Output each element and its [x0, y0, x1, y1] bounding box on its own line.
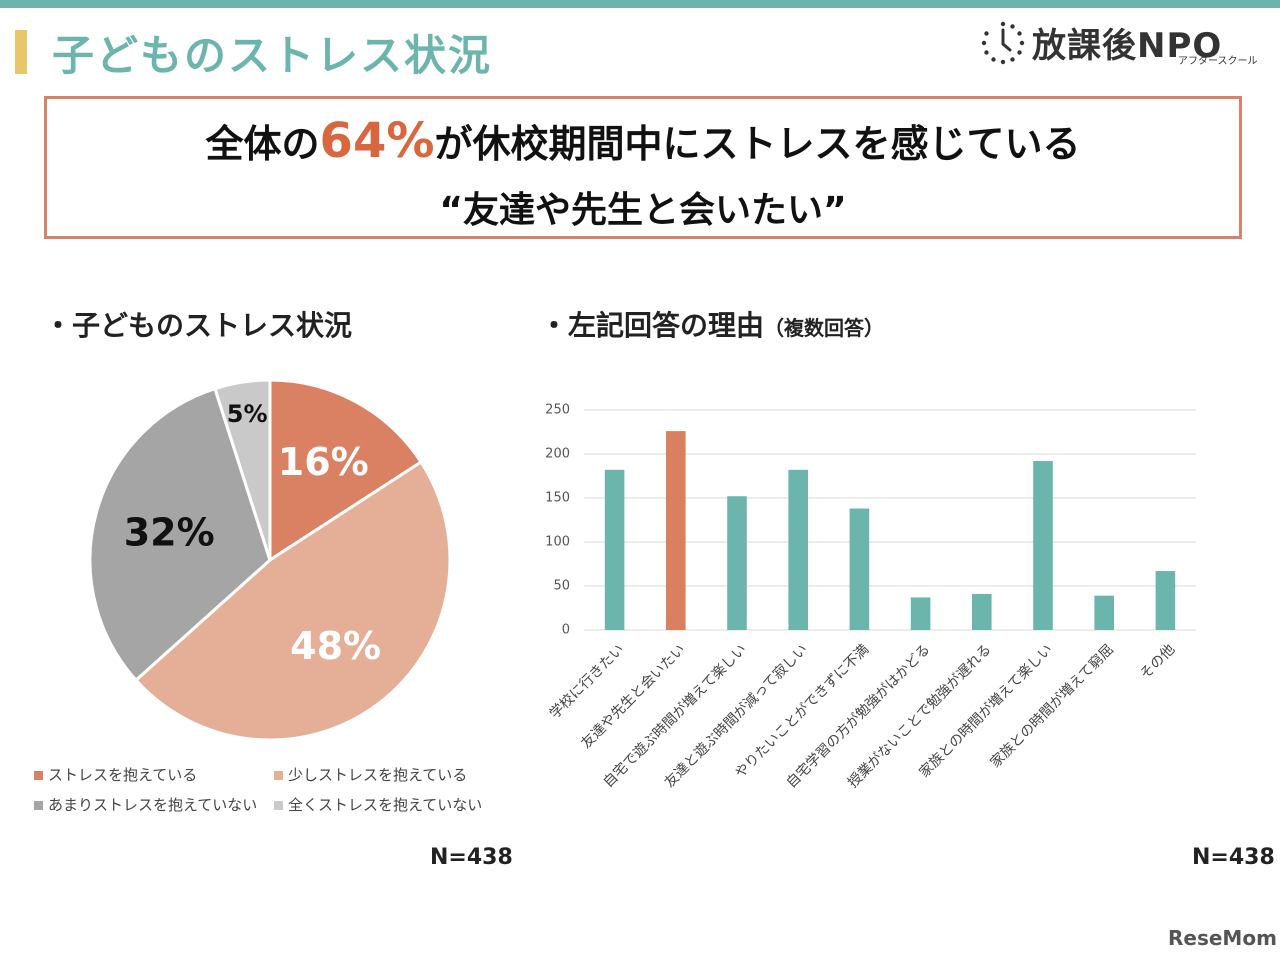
pie-slice-label: 5% [227, 400, 268, 428]
bar [1155, 571, 1176, 630]
pie-slice [88, 386, 272, 683]
title-accent-mark [15, 30, 27, 74]
y-tick-label: 100 [545, 535, 570, 550]
reasons-bar-chart: 050100150200250学校に行きたい友達や先生と会いたい自宅で遊ぶ時間が… [545, 403, 1196, 791]
legend-label: 少しストレスを抱えている [288, 766, 468, 784]
bar [604, 469, 625, 630]
resemom-watermark: ReseMom [1168, 926, 1277, 950]
bar-section-title: ・左記回答の理由（複数回答） [540, 304, 884, 344]
pie-slice [213, 378, 272, 561]
pie-sample-size: N=438 [430, 845, 513, 870]
pie-slice-label: 48% [290, 624, 381, 668]
logo-text: 放課後NPO [1032, 26, 1223, 66]
legend-item: 少しストレスを抱えている [274, 764, 467, 785]
legend-swatch [34, 771, 43, 780]
bar [849, 508, 870, 630]
page-title: 子どものストレス状況 [52, 31, 493, 80]
x-tick-label: 友達や先生と会いたい [578, 642, 688, 752]
legend-item: 全くストレスを抱えていない [274, 794, 482, 815]
legend-label: ストレスを抱えている [48, 766, 198, 784]
y-tick-label: 50 [553, 579, 570, 594]
bar [972, 593, 992, 630]
stress-pie-chart: 16% 48% 32% 5% [88, 378, 452, 742]
y-tick-label: 200 [545, 447, 570, 462]
legend-label: 全くストレスを抱えていない [288, 796, 483, 814]
pie-section-title: ・子どものストレス状況 [44, 309, 353, 342]
bar [666, 431, 686, 630]
y-tick-label: 0 [562, 623, 570, 638]
top-accent-bar [0, 0, 1280, 8]
pie-slice [133, 459, 452, 742]
bar-sample-size: N=438 [1192, 845, 1275, 870]
bar-section-title-main: ・左記回答の理由 [540, 309, 765, 342]
bar [910, 597, 931, 630]
key-finding-box: 全体の64%が休校期間中にストレスを感じている “友達や先生と会いたい” [44, 96, 1242, 239]
bar [1033, 461, 1053, 630]
legend-swatch [274, 771, 283, 780]
key-finding-prefix: 全体の [205, 122, 320, 166]
key-finding-line1: 全体の64%が休校期間中にストレスを感じている [47, 113, 1239, 169]
legend-swatch [34, 801, 43, 810]
pie-slice [268, 378, 424, 563]
legend-swatch [274, 801, 283, 810]
npo-logo: 放課後NPO アフタースクール [978, 16, 1268, 72]
bar-section-subtitle: （複数回答） [764, 316, 885, 340]
bar [1094, 595, 1114, 630]
legend-item: あまりストレスを抱えていない [34, 794, 257, 815]
pie-slice-label: 16% [278, 440, 369, 484]
x-tick-label: その他 [1137, 642, 1178, 683]
key-finding-suffix: が休校期間中にストレスを感じている [434, 122, 1081, 166]
x-tick-label: 家族との時間が増えて楽しい [916, 641, 1056, 781]
x-tick-label: 家族との時間が増えて窮屈 [987, 641, 1117, 771]
logo-subtext: アフタースクール [1178, 56, 1258, 67]
pie-slice-label: 32% [124, 511, 215, 555]
key-finding-quote: “友達や先生と会いたい” [439, 190, 847, 231]
key-finding-percentage: 64% [319, 113, 435, 169]
legend-item: ストレスを抱えている [34, 764, 197, 785]
legend-label: あまりストレスを抱えていない [48, 796, 258, 814]
bar [788, 469, 808, 630]
y-tick-label: 250 [545, 403, 570, 418]
bar [727, 496, 747, 630]
clock-logo-icon [981, 21, 1025, 65]
y-tick-label: 150 [545, 491, 570, 506]
